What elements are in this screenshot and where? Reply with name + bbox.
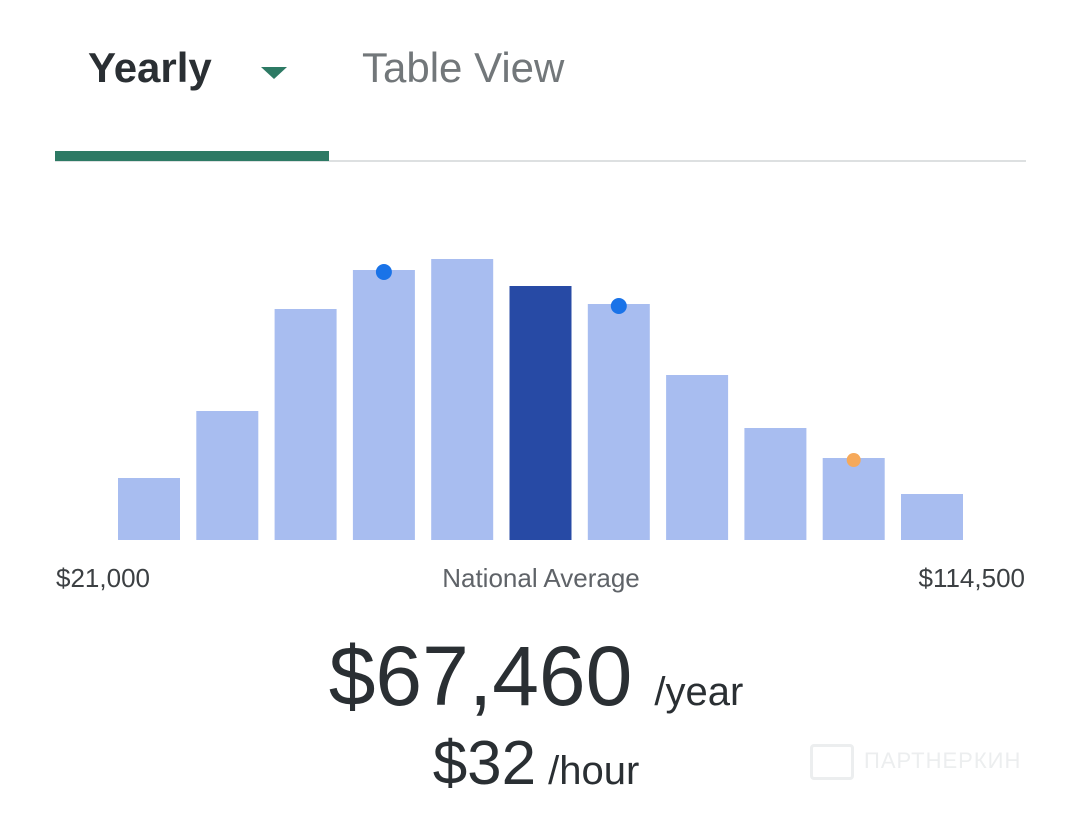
marker-dot-orange bbox=[846, 453, 861, 467]
histogram-bar[interactable] bbox=[118, 478, 180, 540]
tab-divider bbox=[55, 160, 1026, 162]
histogram-bar[interactable] bbox=[666, 375, 729, 540]
watermark-logo: ПАРТНЕРКИН bbox=[810, 744, 1021, 780]
yearly-amount: $67,460 bbox=[328, 629, 633, 723]
watermark-text: ПАРТНЕРКИН bbox=[864, 747, 1022, 773]
histogram-bar[interactable] bbox=[822, 458, 885, 540]
marker-dot-blue bbox=[610, 298, 627, 314]
x-min-label: $21,000 bbox=[56, 563, 150, 593]
histogram-bar[interactable] bbox=[901, 494, 963, 540]
active-tab-indicator bbox=[55, 151, 329, 161]
hourly-unit: /hour bbox=[548, 749, 640, 793]
marker-dot-blue bbox=[375, 264, 392, 280]
histogram-bar[interactable] bbox=[587, 304, 650, 540]
histogram-bar-national-average[interactable] bbox=[509, 286, 572, 540]
tab-yearly[interactable]: Yearly bbox=[88, 44, 212, 91]
histogram-bar[interactable] bbox=[274, 309, 337, 540]
salary-histogram bbox=[118, 259, 963, 540]
yearly-salary: $67,460/year bbox=[0, 628, 1072, 725]
x-max-label: $114,500 bbox=[918, 563, 1025, 593]
histogram-bar[interactable] bbox=[744, 428, 807, 540]
tab-table-view[interactable]: Table View bbox=[362, 44, 565, 91]
chat-logo-icon bbox=[810, 744, 854, 780]
histogram-bar[interactable] bbox=[196, 411, 259, 540]
hourly-salary: $32/hour bbox=[0, 728, 1072, 799]
x-axis-label: National Average bbox=[442, 563, 640, 593]
hourly-amount: $32 bbox=[432, 729, 537, 798]
chevron-down-icon[interactable] bbox=[261, 67, 287, 79]
histogram-bar[interactable] bbox=[431, 259, 494, 540]
histogram-bar[interactable] bbox=[352, 270, 415, 540]
yearly-unit: /year bbox=[654, 670, 744, 714]
